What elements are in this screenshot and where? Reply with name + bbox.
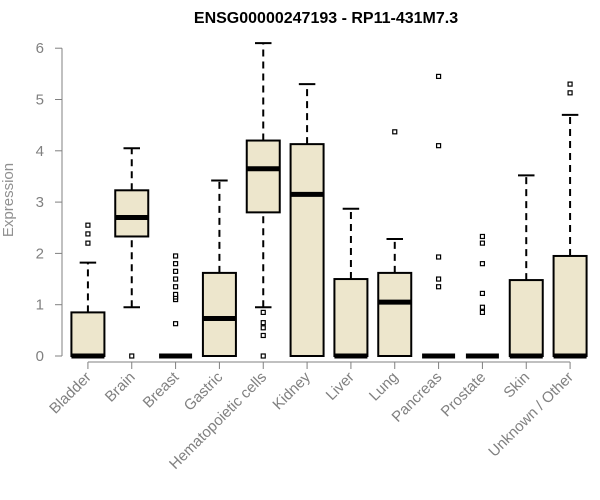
outlier-point (260, 320, 266, 326)
outlier-point (479, 309, 486, 315)
outlier-point (85, 222, 91, 228)
box-body (552, 254, 588, 357)
box-7 (377, 129, 413, 358)
box-body (201, 271, 237, 358)
y-tick-label: 6 (36, 40, 44, 57)
box-body (508, 279, 544, 357)
x-tick-label: Kidney (269, 368, 314, 413)
x-tick-label: Skin (500, 369, 533, 402)
y-tick-label: 5 (36, 92, 44, 109)
outlier-point (260, 325, 266, 331)
outlier-point (260, 309, 266, 315)
box-5 (289, 83, 325, 357)
outlier-point (479, 304, 486, 310)
box-10 (508, 174, 544, 359)
x-tick-label: Bladder (46, 369, 95, 418)
box-0 (70, 222, 106, 359)
outlier-point (172, 284, 179, 290)
outlier-point (85, 231, 91, 237)
box-body (245, 139, 281, 214)
box-8 (422, 73, 456, 359)
box-11 (552, 81, 588, 359)
box-body (114, 189, 150, 238)
outlier-point (85, 240, 91, 246)
outlier-point (260, 332, 266, 339)
x-tick-label: Brain (102, 369, 139, 406)
box-body (377, 271, 413, 358)
outlier-point (172, 268, 179, 274)
x-tick-label: Lung (366, 369, 402, 405)
outlier-point (260, 353, 266, 359)
box-9 (465, 233, 499, 359)
outlier-point (129, 353, 135, 359)
outlier-point (435, 254, 442, 260)
y-tick-label: 0 (36, 348, 44, 365)
box-1 (114, 147, 150, 359)
outlier-point (172, 261, 179, 267)
box-body (333, 278, 369, 357)
box-3 (201, 179, 237, 358)
outlier-point (479, 240, 486, 246)
outlier-point (392, 129, 398, 135)
y-tick-label: 1 (36, 297, 44, 314)
outlier-point (172, 321, 179, 327)
chart-title: ENSG00000247193 - RP11-431M7.3 (194, 10, 458, 27)
boxes-layer (70, 42, 588, 359)
outlier-point (172, 253, 179, 259)
x-tick-label: Prostate (438, 369, 490, 421)
box-6 (333, 207, 369, 359)
outlier-point (435, 276, 442, 282)
box-4 (245, 42, 281, 359)
outlier-point (435, 284, 442, 290)
box-2 (159, 253, 193, 359)
outlier-point (172, 291, 179, 298)
outlier-point (172, 276, 179, 282)
y-tick-label: 2 (36, 245, 44, 262)
y-axis-label: Expression (0, 163, 17, 237)
y-tick-label: 3 (36, 194, 44, 211)
outlier-point (435, 73, 442, 80)
outlier-point (567, 81, 573, 87)
box-body (70, 311, 106, 357)
outlier-point (479, 233, 486, 240)
outlier-point (435, 143, 442, 149)
outlier-point (479, 290, 486, 297)
outlier-point (567, 90, 573, 96)
x-tick-label: Breast (140, 368, 183, 411)
y-axis: 0 1 2 3 4 5 6 (36, 40, 63, 365)
outlier-point (479, 261, 486, 267)
x-tick-label: Liver (323, 369, 358, 404)
y-tick-label: 4 (36, 143, 44, 160)
box-body (289, 143, 325, 357)
